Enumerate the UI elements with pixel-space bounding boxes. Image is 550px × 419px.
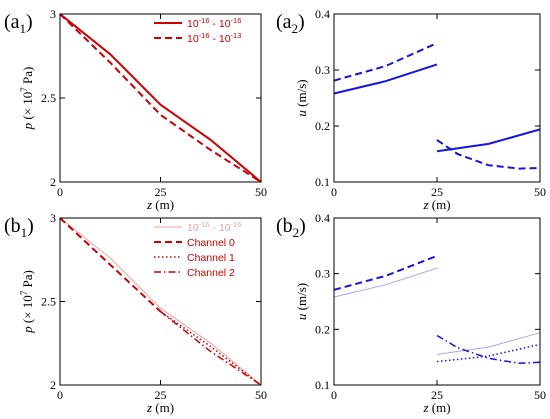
series-line-1 — [333, 63, 438, 95]
x-tick-label: 25 — [431, 185, 443, 199]
x-axis-label: z (m) — [422, 197, 450, 212]
y-axis-label: p (× 107 Pa) — [19, 270, 35, 334]
series-line-1 — [59, 217, 262, 386]
series-line-2 — [59, 217, 162, 313]
chart-panel-1: 0 25 50 2 2.5 3 z (m) p (× 107 Pa) (a1) 10-16 - 1… — [4, 7, 267, 212]
y-tick-label: 2.5 — [41, 91, 56, 105]
series-line-4 — [436, 139, 541, 170]
series-line-3 — [436, 332, 541, 355]
y-tick-label: 3 — [50, 211, 56, 225]
y-tick-label: 2 — [50, 175, 56, 189]
legend-label-2: 10-16 - 10-13 — [187, 31, 241, 45]
plot-frame — [333, 13, 541, 183]
y-tick-label: 0.3 — [315, 267, 330, 281]
series-line-2 — [333, 42, 438, 82]
y-tick-label: 0.4 — [315, 211, 330, 225]
y-axis-label: u (m/s) — [294, 79, 309, 116]
series-line-4 — [160, 310, 262, 386]
y-axis-label: u (m/s) — [294, 283, 309, 320]
legend: 10-16 - 10-16 Channel 0 Channel 1 Channel 2 — [154, 220, 241, 279]
series-line-3 — [436, 128, 541, 153]
series-line-1 — [333, 267, 438, 298]
y-tick-label: 0.3 — [315, 63, 330, 77]
chart-panel-3: 0 25 50 2 2.5 3 z (m) p (× 107 Pa) (b1) 10-16 - 1… — [4, 211, 267, 415]
x-tick-label: 0 — [57, 185, 63, 199]
y-axis-label: p (× 107 Pa) — [19, 67, 35, 131]
x-tick-label: 25 — [155, 388, 167, 402]
x-axis-label: z (m) — [146, 197, 174, 212]
x-tick-label: 50 — [534, 185, 546, 199]
x-axis-label: z (m) — [146, 400, 174, 415]
legend-label-2: Channel 0 — [187, 237, 235, 249]
x-tick-label: 50 — [255, 185, 267, 199]
chart-panel-2: 0 25 50 0.1 0.2 0.3 0.4 z (m) u (m/s) (a2) — [276, 7, 546, 212]
x-tick-label: 25 — [155, 185, 167, 199]
series-line-4 — [436, 343, 541, 363]
y-tick-label: 2 — [50, 378, 56, 392]
panel-label: (a1) — [4, 11, 33, 36]
y-tick-label: 0.4 — [315, 7, 330, 21]
y-tick-label: 0.1 — [315, 175, 330, 189]
x-tick-label: 0 — [57, 388, 63, 402]
x-tick-label: 0 — [331, 388, 337, 402]
legend-label-3: Channel 1 — [187, 252, 235, 264]
y-tick-label: 3 — [50, 7, 56, 21]
panel-label: (b1) — [4, 215, 34, 240]
x-axis-label: z (m) — [422, 400, 450, 415]
chart-panel-4: 0 25 50 0.1 0.2 0.3 0.4 z (m) u (m/s) (b2) — [276, 211, 546, 415]
y-tick-label: 0.2 — [315, 119, 330, 133]
panel-label: (b2) — [276, 215, 306, 240]
series-line-5 — [436, 334, 541, 365]
series-line-2 — [59, 13, 262, 183]
legend-label-4: Channel 2 — [187, 267, 235, 279]
legend-label-1: 10-16 - 10-16 — [187, 16, 241, 30]
plot-frame — [333, 217, 541, 386]
x-tick-label: 0 — [331, 185, 337, 199]
y-tick-label: 0.2 — [315, 322, 330, 336]
series-line-3 — [160, 310, 262, 386]
x-tick-label: 25 — [431, 388, 443, 402]
x-tick-label: 50 — [255, 388, 267, 402]
legend-label-1: 10-16 - 10-16 — [187, 220, 241, 234]
series-line-1 — [59, 13, 262, 183]
panel-label: (a2) — [276, 11, 305, 36]
x-tick-label: 50 — [534, 388, 546, 402]
y-tick-label: 0.1 — [315, 378, 330, 392]
y-tick-label: 2.5 — [41, 295, 56, 309]
series-line-2 — [333, 254, 438, 291]
